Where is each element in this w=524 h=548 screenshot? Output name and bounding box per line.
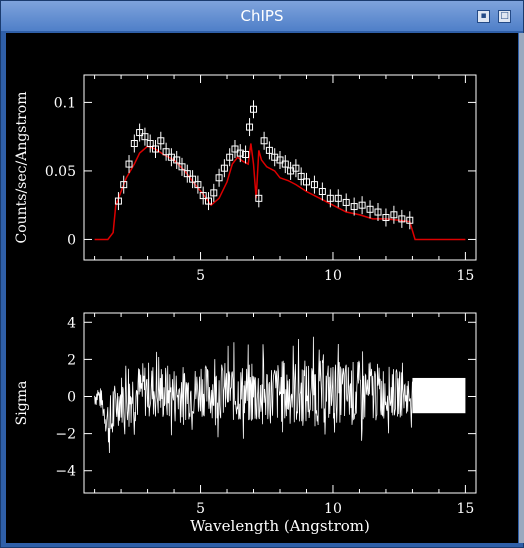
x-tick-label: 10 <box>324 501 342 517</box>
data-point <box>220 164 228 172</box>
data-point <box>350 203 358 211</box>
y-tick-label: −2 <box>55 427 76 443</box>
y-tick-label: 4 <box>67 315 76 331</box>
data-point <box>173 156 181 164</box>
residual-x-axis-label: Wavelength (Angstrom) <box>190 517 370 535</box>
data-point <box>276 156 284 164</box>
data-point <box>382 214 390 222</box>
spectrum-plot: Counts/sec/Angstrom 5 10 15 0 0.05 0.1 <box>14 74 477 284</box>
data-point <box>141 133 149 141</box>
minimize-button[interactable]: ▪ <box>477 10 490 23</box>
y-tick-label: 0 <box>67 390 76 406</box>
y-tick-label: 0.1 <box>54 95 76 111</box>
data-point <box>130 140 138 148</box>
data-point <box>246 123 254 131</box>
data-point <box>231 145 239 153</box>
model-line <box>94 143 466 241</box>
window-title: ChIPS <box>240 7 284 25</box>
data-point <box>334 194 342 202</box>
x-tick-label: 15 <box>456 268 474 284</box>
data-point <box>374 208 382 216</box>
scrollbar[interactable] <box>519 33 524 543</box>
data-point <box>136 129 144 137</box>
data-point <box>152 145 160 153</box>
x-tick-label: 5 <box>196 268 205 284</box>
data-point <box>125 160 133 168</box>
data-point <box>326 194 334 202</box>
data-point <box>265 146 273 154</box>
data-point <box>199 192 207 200</box>
data-point <box>310 181 318 189</box>
data-point <box>242 150 250 158</box>
data-point <box>292 164 300 172</box>
plot-canvas: Counts/sec/Angstrom 5 10 15 0 0.05 0.1 Sigma … <box>6 33 518 543</box>
title-bar[interactable]: ChIPS ▪ □ <box>1 1 523 31</box>
y-tick-label: −4 <box>55 464 76 480</box>
data-point <box>204 197 212 205</box>
residual-plot: Sigma Wavelength (Angstrom) 5 10 15 −4 −2 0 2 4 <box>14 312 477 535</box>
data-point <box>236 149 244 157</box>
data-point <box>210 189 218 197</box>
residual-line <box>94 336 413 454</box>
data-point <box>390 211 398 219</box>
data-point <box>260 137 268 145</box>
spectrum-y-axis-label: Counts/sec/Angstrom <box>14 91 30 243</box>
data-point <box>255 194 263 202</box>
plot-svg: Counts/sec/Angstrom 5 10 15 0 0.05 0.1 Sigma … <box>14 74 477 535</box>
data-point <box>281 160 289 168</box>
data-point <box>226 153 234 161</box>
data-point <box>398 215 406 223</box>
x-tick-label: 15 <box>456 501 474 517</box>
data-point <box>120 181 128 189</box>
data-point <box>114 197 122 205</box>
data-point <box>178 163 186 171</box>
data-point <box>215 174 223 182</box>
minimize-icon: ▪ <box>480 11 487 21</box>
y-tick-label: 2 <box>67 352 76 368</box>
data-point <box>302 178 310 186</box>
data-point <box>189 175 197 183</box>
data-point <box>183 170 191 178</box>
maximize-button[interactable]: □ <box>498 10 511 23</box>
data-point <box>318 187 326 195</box>
x-tick-label: 10 <box>324 268 342 284</box>
y-tick-label: 0 <box>67 232 76 248</box>
data-point <box>157 137 165 145</box>
data-point <box>146 140 154 148</box>
data-point <box>406 216 414 224</box>
data-point <box>162 148 170 156</box>
y-tick-label: 0.05 <box>45 164 76 180</box>
x-tick-label: 5 <box>196 501 205 517</box>
data-point <box>358 201 366 209</box>
data-point <box>250 105 258 113</box>
residual-band <box>412 377 466 414</box>
data-point <box>366 205 374 213</box>
data-point <box>297 172 305 180</box>
residual-y-axis-label: Sigma <box>14 381 30 426</box>
data-point <box>194 181 202 189</box>
maximize-icon: □ <box>500 11 509 21</box>
data-point <box>342 198 350 206</box>
